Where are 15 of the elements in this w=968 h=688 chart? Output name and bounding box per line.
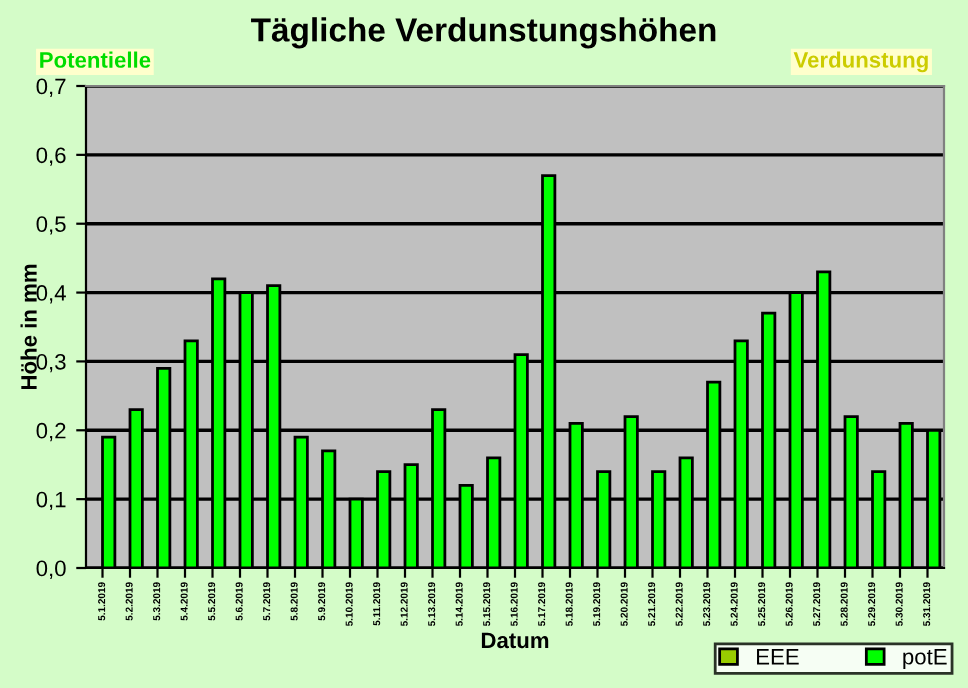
y-axis-title: Höhe in mm (20, 264, 37, 390)
chart-title: Tägliche Verdunstungshöhen (251, 17, 716, 49)
legend-label: potE (903, 649, 947, 669)
y-tick-label: 0,7 (36, 78, 66, 97)
y-tick-label: 0,3 (36, 353, 66, 373)
x-axis-title: Datum (481, 632, 549, 649)
y-tick-label: 0,6 (36, 147, 66, 166)
y-tick-label: 0,5 (36, 216, 66, 235)
y-tick-label: 0,4 (36, 285, 66, 304)
y-tick-label: 0,2 (36, 422, 66, 442)
text: Verdunstung (793, 51, 928, 73)
y-tick-label: 0,0 (36, 560, 66, 579)
text: Potentielle (40, 51, 151, 68)
y-tick-label: 0,1 (36, 491, 66, 511)
legend-label: EEE (757, 649, 799, 665)
